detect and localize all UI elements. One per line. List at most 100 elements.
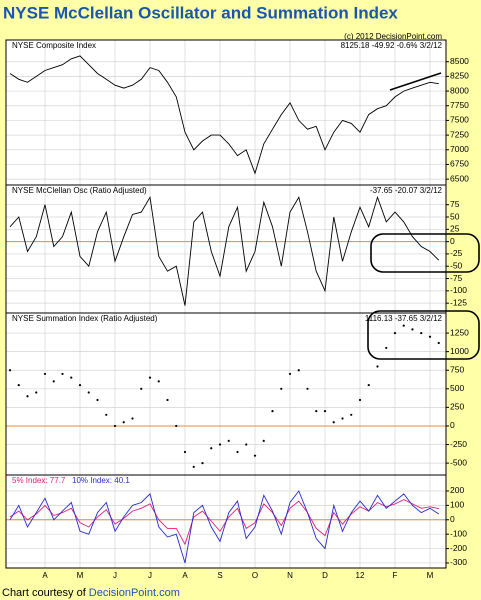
dot [157,380,160,383]
dot [78,383,82,387]
dot [87,391,90,394]
y-tick-label: 7750 [450,100,469,110]
legend-entry: 5% Index: 77.7 [12,476,66,485]
footer-link[interactable]: DecisionPoint.com [89,587,180,599]
y-tick-label: 8000 [450,85,469,95]
dot [437,341,440,345]
y-tick-label: -100 [450,528,467,538]
dot [262,439,265,442]
dot [148,376,152,379]
dot [350,413,353,416]
y-tick-label: -200 [450,543,467,553]
dot [210,447,213,450]
dot [367,383,370,387]
x-tick-label: N [287,571,293,580]
panel-info: 8125.18 -49.92 -0.6% 3/2/12 [341,41,443,50]
dot [201,462,204,465]
dot [122,421,125,424]
footer-prefix: Chart courtesy of [2,587,87,599]
y-tick-label: -300 [450,557,467,567]
dot [288,372,292,376]
dot [192,465,195,468]
dot [113,424,117,428]
series-line [9,490,440,564]
x-tick-label: M [77,571,84,580]
dot [411,328,414,331]
y-tick-label: 7250 [450,129,469,139]
y-tick-label: 100 [450,500,464,510]
dot [35,391,38,394]
dot [271,409,274,413]
y-tick-label: -100 [450,285,467,295]
dot [61,372,64,376]
y-tick-label: -25 [450,248,463,258]
series-line [9,55,439,175]
series-line [9,499,439,546]
dot [166,398,169,402]
x-tick-label: S [217,571,222,580]
y-tick-label: 7500 [450,115,469,125]
highlight-circle [367,310,480,360]
dot [26,395,29,398]
dot [376,365,379,368]
y-tick-label: 6750 [450,159,469,169]
y-tick-label: 8250 [450,71,469,81]
dot [183,450,187,454]
x-tick-label: A [182,571,188,580]
y-tick-label: 25 [450,224,460,234]
x-tick-label: M [427,571,434,580]
dot [358,398,362,402]
panel-info: -37.65 -20.07 3/2/12 [370,186,443,195]
y-tick-label: 75 [450,199,460,209]
panel-title: NYSE Composite Index [12,41,96,50]
dot [175,424,178,428]
dot [315,409,318,413]
y-tick-label: 0 [450,420,455,430]
footer: Chart courtesy of DecisionPoint.com [2,587,180,599]
legend-entry: 10% Index: 40.1 [72,476,130,485]
series-line [9,195,440,306]
y-tick-label: 50 [450,211,460,221]
y-tick-label: 7000 [450,144,469,154]
dot [245,443,248,446]
dot [280,387,283,390]
panel-title: NYSE McClellan Osc (Ratio Adjusted) [12,186,147,195]
panel-info: 1116.13 -37.65 3/2/12 [365,314,443,323]
dot [8,369,12,372]
y-tick-label: 6500 [450,173,469,183]
dot [218,443,222,446]
dot [428,335,432,338]
y-tick-label: 0 [450,514,455,524]
dot [236,450,239,454]
dot [253,454,257,457]
y-tick-label: -125 [450,297,467,307]
dot [402,324,405,327]
dot [332,421,335,424]
dot [52,380,55,383]
y-tick-label: 1250 [450,327,469,337]
y-tick-label: 250 [450,402,464,412]
y-tick-label: 200 [450,485,464,495]
dot [105,413,108,416]
y-tick-label: -250 [450,439,467,449]
dot [70,376,73,379]
y-tick-label: 0 [450,236,455,246]
x-tick-label: O [252,571,258,580]
page-title: NYSE McClellan Oscillator and Summation … [3,3,398,22]
plot-area [6,40,446,568]
dot [227,439,230,442]
y-tick-label: -500 [450,457,467,467]
dot [385,346,388,350]
dot [131,417,134,420]
x-tick-label: 12 [356,571,365,580]
copyright: (c) 2012 DecisionPoint.com [344,32,442,41]
y-tick-label: -75 [450,273,463,283]
x-tick-label: A [42,571,48,580]
panel-border [5,474,447,569]
y-tick-label: 500 [450,383,464,393]
panel-title: NYSE Summation Index (Ratio Adjusted) [12,314,158,323]
dot [323,409,327,413]
highlight-circle [370,233,480,273]
